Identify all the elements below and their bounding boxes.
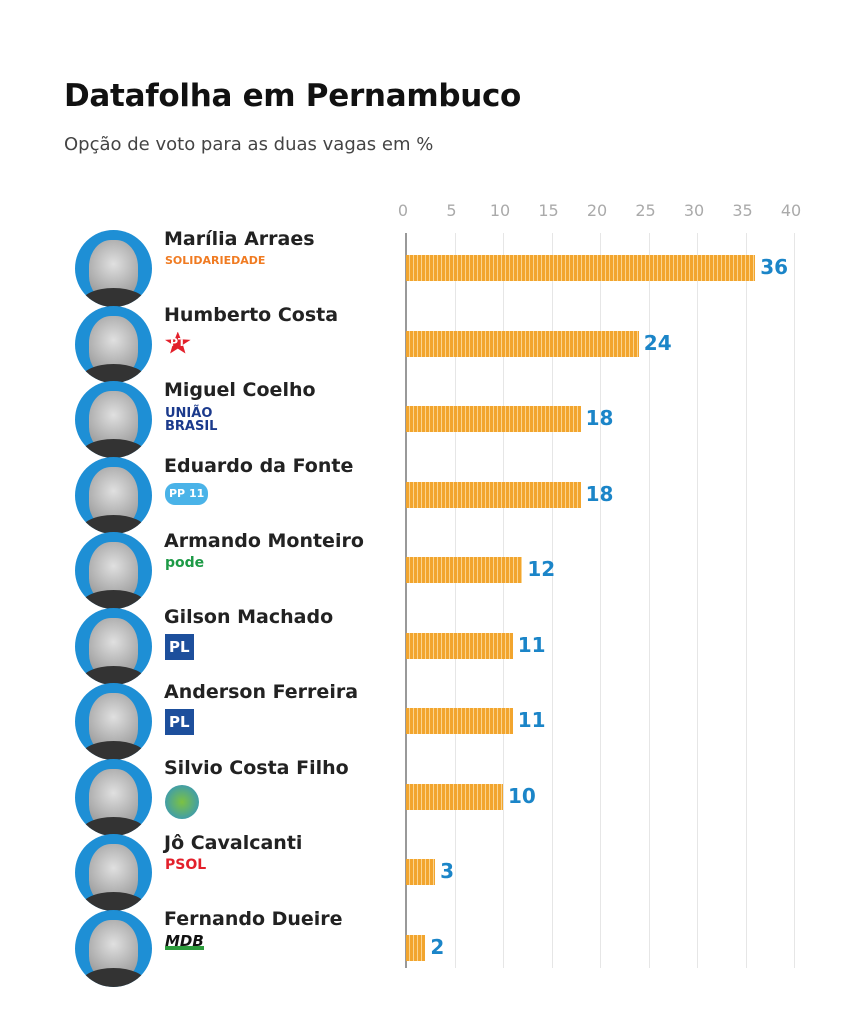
x-tick-label: 25: [635, 201, 656, 220]
data-label: 36: [760, 255, 789, 279]
bar: [406, 255, 756, 281]
gridline: [794, 233, 795, 968]
candidate-row: Anderson Ferreira PL 11: [0, 681, 865, 760]
candidate-name: Gilson Machado: [164, 605, 334, 628]
data-label: 3: [440, 859, 455, 883]
bar: [406, 783, 503, 810]
bar: [406, 481, 581, 508]
bar: [406, 406, 581, 432]
body-icon: [81, 741, 146, 760]
candidate-name: Anderson Ferreira: [164, 681, 359, 703]
gridline: [745, 233, 747, 968]
gridline: [551, 233, 553, 968]
candidate-name: Armando Monteiro: [164, 530, 364, 552]
party-logo: PSOL: [165, 857, 207, 873]
candidate-name: Jô Cavalcanti: [164, 832, 303, 854]
candidate-photo: [75, 230, 152, 307]
party-logo: UNIÃO BRASIL: [165, 406, 218, 434]
party-logo: Republicanos: [165, 784, 199, 819]
body-icon: [81, 439, 146, 458]
candidate-row: Armando Monteiro pode 12: [0, 530, 865, 609]
x-tick-label: 15: [538, 201, 559, 220]
data-label: 2: [430, 934, 445, 959]
party-logo: PP 11: [165, 482, 209, 505]
body-icon: [81, 363, 146, 383]
candidate-row: Fernando Dueire MDB 2: [0, 907, 865, 987]
data-label: 24: [643, 330, 672, 355]
candidate-photo: [75, 381, 152, 458]
gridline: [648, 233, 650, 968]
candidate-photo: [75, 532, 152, 609]
gridline: [454, 233, 456, 968]
data-label: 10: [508, 783, 536, 808]
bar: [406, 330, 639, 357]
body-icon: [81, 892, 146, 911]
candidate-name: Fernando Dueire: [164, 907, 343, 930]
candidate-photo: [75, 456, 152, 534]
x-tick-label: 10: [489, 201, 511, 220]
gridline: [600, 233, 601, 968]
bar: [406, 632, 513, 659]
bar: [406, 934, 426, 961]
party-logo: PT: [165, 331, 191, 354]
party-logo: MDB: [165, 931, 204, 950]
x-tick-label: 30: [683, 201, 705, 220]
candidate-row: Eduardo da Fonte PP 11 18: [0, 454, 865, 534]
body-icon: [81, 590, 146, 609]
bar: [406, 708, 513, 734]
candidate-row: Humberto Costa PT 24: [0, 303, 865, 383]
data-label: 18: [585, 406, 614, 430]
candidate-row: Miguel Coelho UNIÃO BRASIL 18: [0, 379, 865, 458]
candidate-row: Jô Cavalcanti PSOL 3: [0, 832, 865, 911]
data-label: 18: [585, 481, 614, 506]
x-tick-label: 35: [732, 201, 753, 220]
bar: [406, 859, 436, 885]
party-logo: PL: [165, 633, 194, 660]
body-icon: [81, 816, 146, 836]
party-logo: SOLIDARIEDADE: [165, 254, 266, 267]
candidate-name: Humberto Costa: [164, 303, 339, 326]
party-logo: PL: [165, 709, 194, 735]
candidate-photo: [75, 834, 152, 911]
party-logo: pode: [165, 555, 205, 571]
chart-title: Datafolha em Pernambuco: [64, 78, 522, 114]
candidate-row: Marília Arraes SOLIDARIEDADE 36: [0, 228, 865, 307]
x-tick-label: 40: [780, 201, 802, 220]
candidate-row: Silvio Costa Filho Republicanos 10: [0, 756, 865, 836]
candidate-photo: [75, 909, 152, 987]
candidate-photo: [75, 683, 152, 760]
candidate-name: Silvio Costa Filho: [164, 756, 349, 779]
candidate-photo: [75, 305, 152, 383]
body-icon: [81, 288, 146, 307]
data-label: 11: [517, 632, 546, 657]
gridline: [503, 233, 504, 968]
chart-subtitle: Opção de voto para as duas vagas em %: [64, 134, 434, 155]
data-label: 11: [517, 708, 546, 732]
body-icon: [81, 665, 146, 685]
y-axis-line: [405, 233, 407, 968]
candidate-name: Miguel Coelho: [164, 379, 316, 401]
candidate-name: Eduardo da Fonte: [164, 454, 354, 477]
candidate-photo: [75, 607, 152, 685]
x-tick-label: 5: [446, 201, 457, 220]
body-icon: [81, 514, 146, 534]
x-tick-label: 20: [586, 201, 608, 220]
candidate-photo: [75, 758, 152, 836]
gridline: [697, 233, 698, 968]
body-icon: [81, 967, 146, 987]
data-label: 12: [527, 557, 556, 581]
candidate-name: Marília Arraes: [164, 228, 315, 250]
candidate-row: Gilson Machado PL 11: [0, 605, 865, 685]
x-tick-label: 0: [397, 201, 409, 220]
bar: [406, 557, 523, 583]
